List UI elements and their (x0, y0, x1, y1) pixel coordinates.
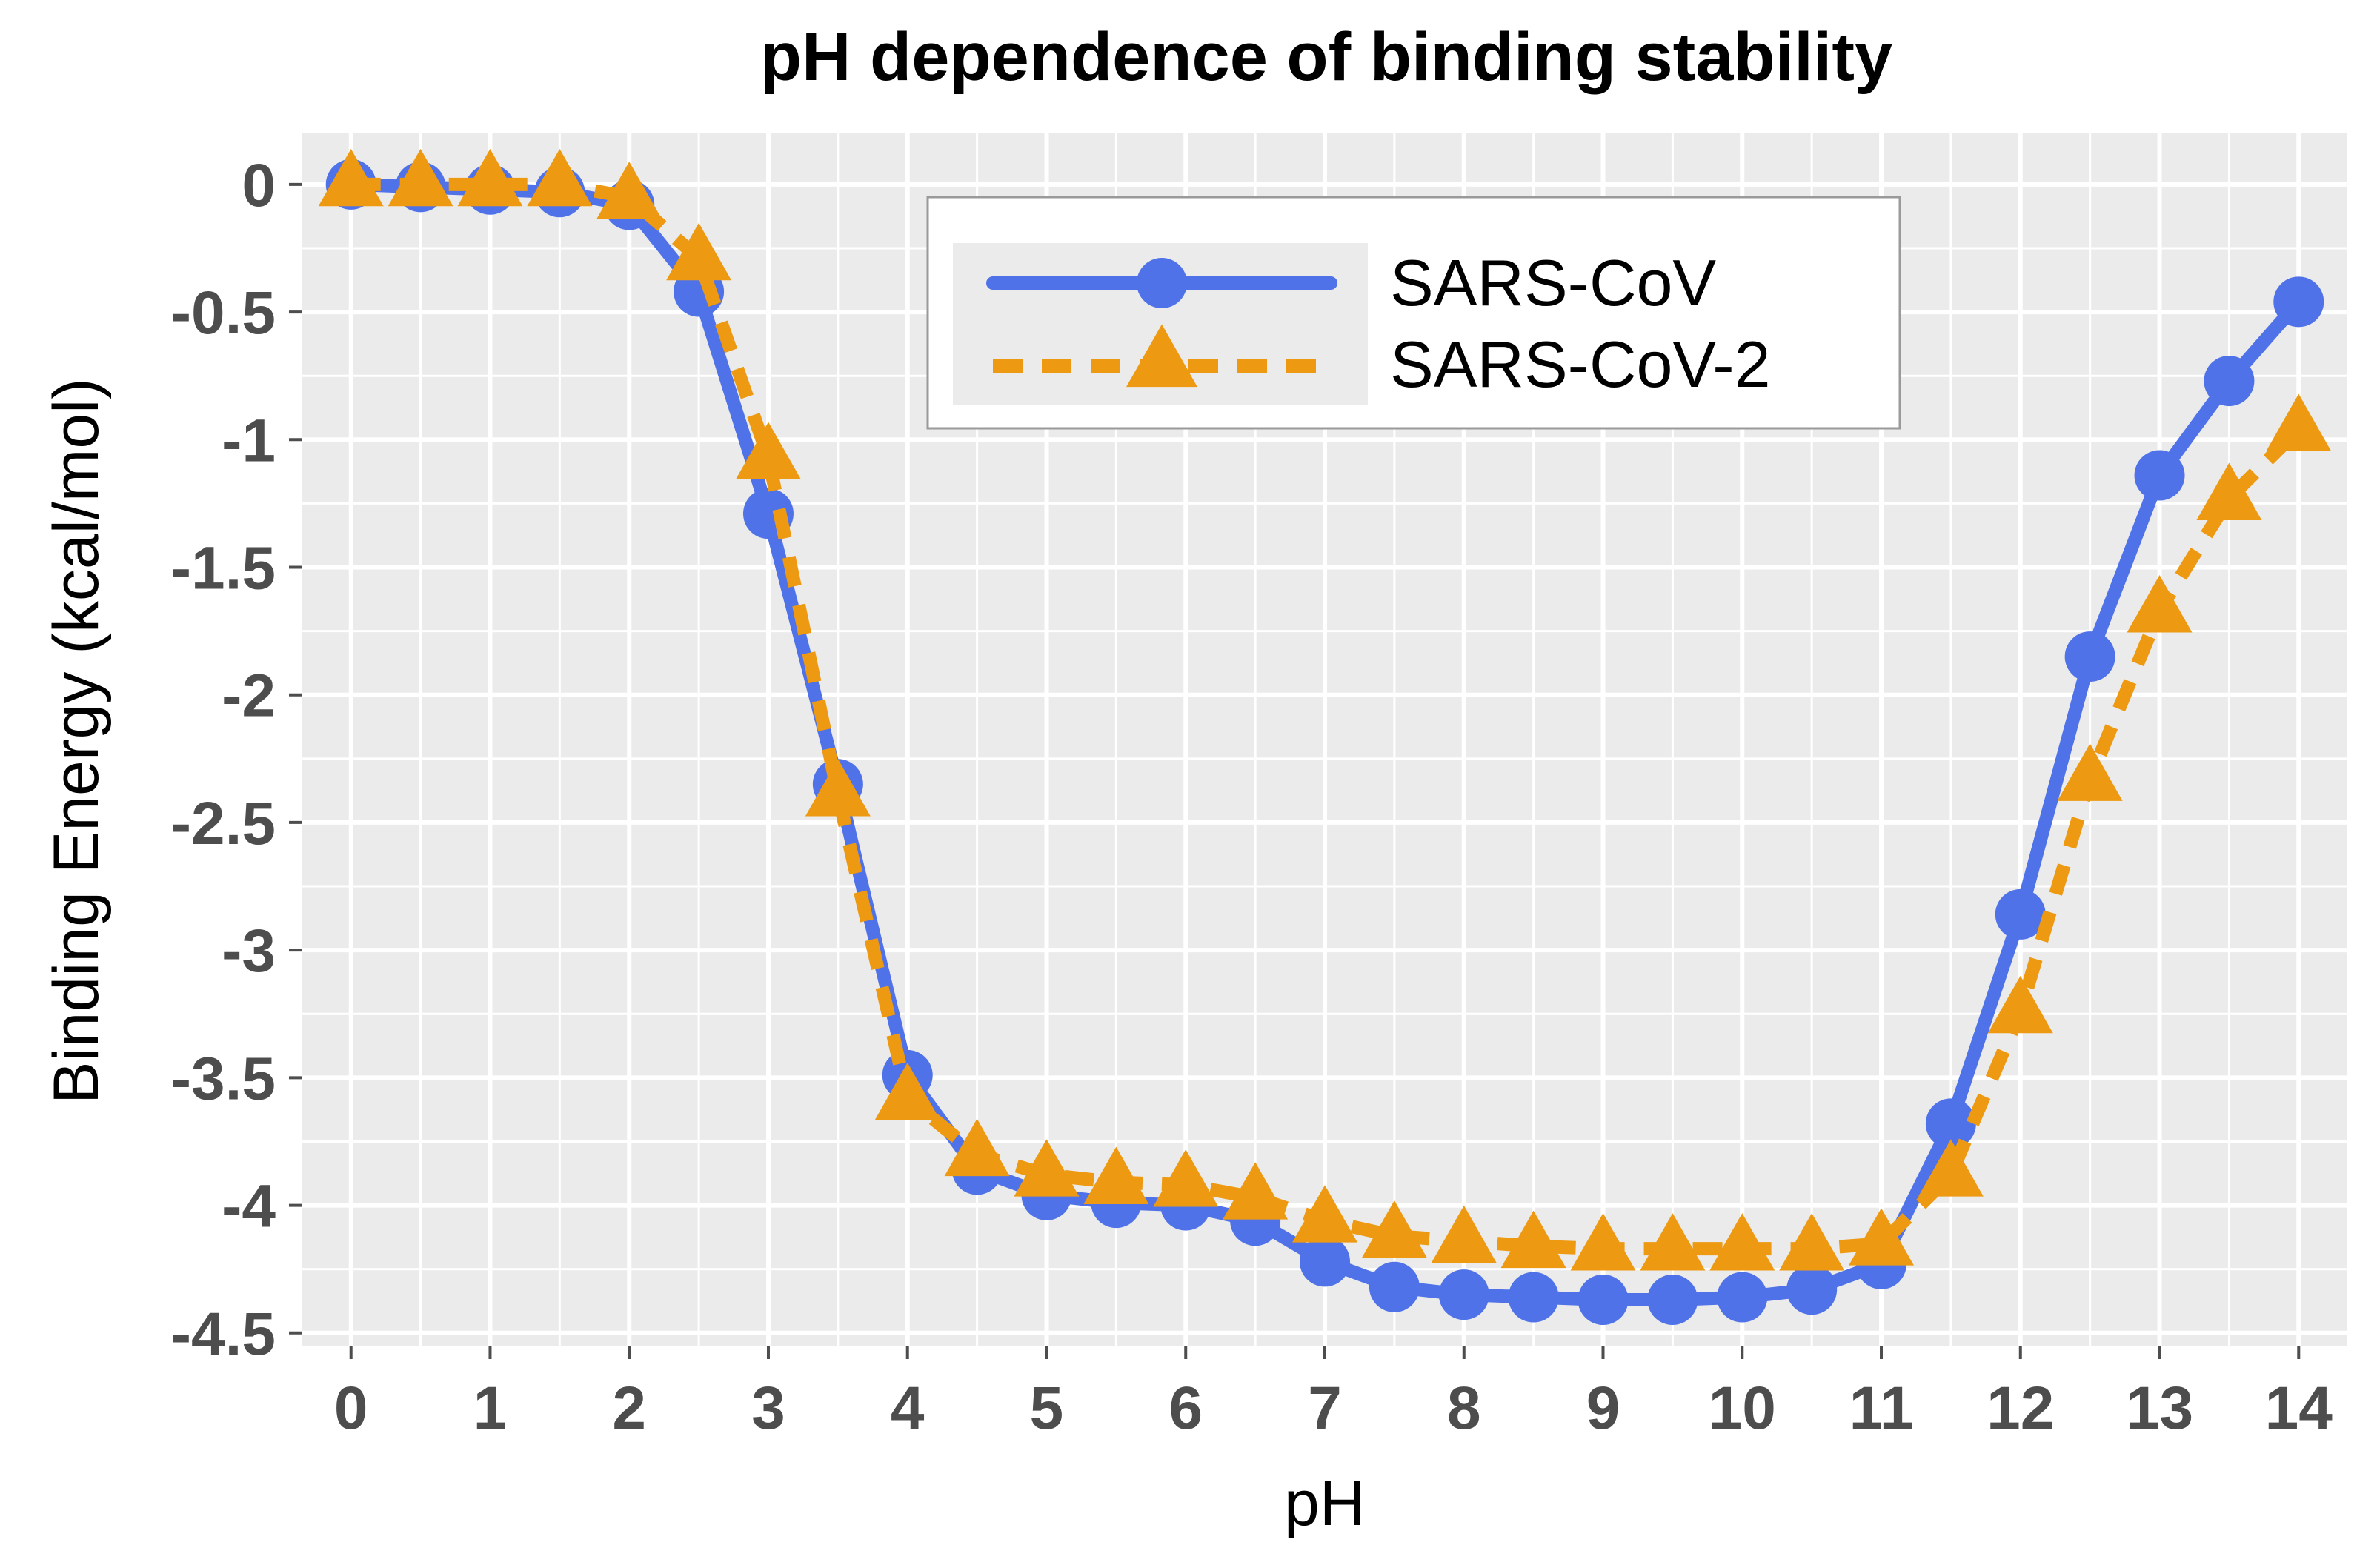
x-tick-labels: 0 1 2 3 4 5 6 7 8 9 10 11 12 13 14 (334, 1375, 2333, 1442)
x-tick-label: 4 (891, 1375, 925, 1442)
legend: SARS-CoV SARS-CoV-2 (926, 196, 1901, 430)
data-point-sars-cov-2 (666, 222, 732, 281)
series-layer (318, 148, 2332, 1326)
data-point-sars-cov-2 (1987, 975, 2053, 1034)
data-point-sars-cov (2204, 356, 2255, 407)
x-tick-label: 2 (612, 1375, 646, 1442)
y-tick-label: -0.5 (171, 279, 276, 347)
data-point-sars-cov (1578, 1275, 1629, 1326)
data-point-sars-cov (1995, 888, 2046, 940)
data-point-sars-cov-2 (2266, 393, 2332, 451)
legend-marker-sars-cov (1137, 258, 1187, 308)
data-point-sars-cov-2 (1640, 1213, 1706, 1271)
data-point-sars-cov-2 (1014, 1139, 1080, 1197)
data-point-sars-cov-2 (1709, 1213, 1775, 1271)
y-tick-label: -1 (222, 407, 276, 474)
chart-title: pH dependence of binding stability (760, 19, 1892, 95)
y-tick-labels: 0 -0.5 -1 -1.5 -2 -2.5 -3 -3.5 -4 -4.5 (171, 152, 276, 1368)
data-point-sars-cov-2 (388, 148, 453, 207)
axis-ticks (289, 182, 2301, 1359)
data-point-sars-cov (1438, 1269, 1489, 1320)
x-tick-label: 1 (473, 1375, 508, 1442)
data-point-sars-cov-2 (457, 148, 523, 207)
legend-key-sars-cov (986, 258, 1337, 308)
data-point-sars-cov-2 (1223, 1162, 1289, 1220)
legend-label-sars-cov: SARS-CoV (1390, 246, 1716, 319)
x-tick-label: 10 (1709, 1375, 1776, 1442)
data-point-sars-cov-2 (1849, 1208, 1915, 1266)
data-point-sars-cov-2 (1779, 1213, 1845, 1271)
grid-major (302, 133, 2347, 1346)
legend-marker-sars-cov-2 (1126, 324, 1197, 388)
x-tick-label: 9 (1586, 1375, 1620, 1442)
data-point-sars-cov (1925, 1098, 1976, 1149)
x-tick-label: 0 (334, 1375, 368, 1442)
data-point-sars-cov-2 (2196, 462, 2262, 520)
y-tick-label: -1.5 (171, 535, 276, 602)
data-point-sars-cov (1786, 1264, 1838, 1315)
x-tick-label: 13 (2126, 1375, 2193, 1442)
x-tick-label: 12 (1987, 1375, 2054, 1442)
data-point-sars-cov (2273, 276, 2324, 328)
data-point-sars-cov-2 (1918, 1139, 1984, 1197)
x-axis-title: pH (1284, 1468, 1366, 1539)
y-tick-label: -2.5 (171, 790, 276, 857)
y-axis-title: Binding Energy (kcal/mol) (41, 378, 112, 1104)
data-point-sars-cov-2 (2127, 575, 2193, 633)
data-point-sars-cov (2134, 450, 2185, 501)
data-point-sars-cov-2 (2057, 743, 2123, 801)
x-tick-label: 7 (1308, 1375, 1342, 1442)
y-tick-label: -4 (222, 1173, 276, 1240)
data-point-sars-cov-2 (805, 759, 871, 817)
x-tick-label: 5 (1030, 1375, 1064, 1442)
data-point-sars-cov-2 (944, 1118, 1010, 1177)
data-point-sars-cov-2 (874, 1062, 940, 1120)
x-tick-label: 6 (1168, 1375, 1203, 1442)
data-point-sars-cov-2 (527, 148, 593, 207)
x-tick-label: 3 (751, 1375, 785, 1442)
data-point-sars-cov (1300, 1236, 1350, 1287)
data-point-sars-cov (2064, 631, 2115, 682)
legend-label-sars-cov-2: SARS-CoV-2 (1390, 328, 1771, 401)
y-tick-label: -4.5 (171, 1300, 276, 1368)
data-point-sars-cov (1647, 1275, 1698, 1326)
data-point-sars-cov-2 (1153, 1149, 1219, 1207)
data-point-sars-cov (1508, 1272, 1559, 1323)
y-tick-label: 0 (242, 152, 276, 219)
data-point-sars-cov-2 (735, 422, 801, 479)
x-tick-label: 8 (1447, 1375, 1481, 1442)
data-point-sars-cov-2 (318, 148, 384, 207)
data-point-sars-cov-2 (1431, 1205, 1497, 1263)
data-point-sars-cov-2 (1083, 1146, 1149, 1204)
x-tick-label: 14 (2265, 1375, 2333, 1442)
data-point-sars-cov (1717, 1272, 1768, 1323)
data-point-sars-cov-2 (1500, 1210, 1566, 1269)
x-tick-label: 11 (1849, 1375, 1914, 1442)
y-tick-label: -3 (222, 917, 276, 985)
data-point-sars-cov-2 (1570, 1213, 1636, 1271)
data-point-sars-cov (1369, 1261, 1420, 1312)
data-point-sars-cov-2 (1361, 1200, 1427, 1258)
data-point-sars-cov-2 (1292, 1185, 1357, 1243)
y-tick-label: -2 (222, 662, 276, 730)
y-tick-label: -3.5 (171, 1045, 276, 1112)
legend-key-sars-cov-2 (993, 324, 1331, 388)
data-point-sars-cov-2 (596, 162, 662, 219)
